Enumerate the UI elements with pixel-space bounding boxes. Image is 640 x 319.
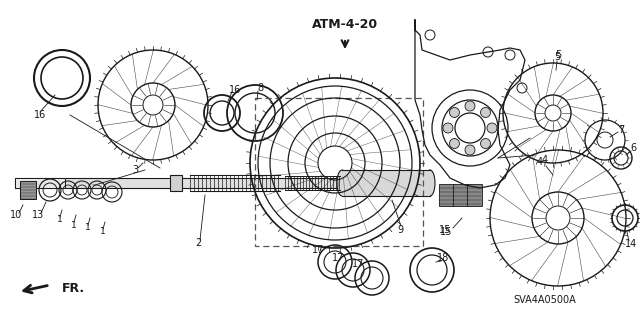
- Text: 4: 4: [537, 157, 543, 167]
- Bar: [453, 184, 468, 206]
- Text: 17: 17: [312, 245, 324, 255]
- Text: 17: 17: [332, 253, 344, 263]
- Text: FR.: FR.: [62, 281, 85, 294]
- Circle shape: [481, 108, 490, 117]
- Circle shape: [481, 138, 490, 149]
- Text: 3: 3: [132, 165, 138, 175]
- Bar: [255, 98, 423, 246]
- Text: 13: 13: [32, 210, 44, 220]
- Bar: [342, 170, 430, 196]
- Text: 8: 8: [257, 83, 263, 93]
- Text: 5: 5: [555, 50, 561, 60]
- Text: 9: 9: [397, 225, 403, 235]
- Text: 10: 10: [10, 210, 22, 220]
- Text: 2: 2: [195, 238, 201, 248]
- Text: 1: 1: [85, 224, 91, 233]
- Text: 4: 4: [542, 155, 548, 165]
- Ellipse shape: [425, 170, 435, 196]
- Text: 1: 1: [71, 220, 77, 229]
- Text: SVA4A0500A: SVA4A0500A: [514, 295, 577, 305]
- Text: 16: 16: [229, 85, 241, 95]
- Text: 15: 15: [440, 227, 452, 237]
- Bar: [439, 184, 454, 206]
- Circle shape: [449, 138, 460, 149]
- Circle shape: [465, 101, 475, 111]
- Text: 6: 6: [630, 143, 636, 153]
- Text: 1: 1: [57, 216, 63, 225]
- Bar: [15, 178, 65, 188]
- Bar: [20, 181, 36, 199]
- Text: 18: 18: [437, 253, 449, 263]
- Ellipse shape: [337, 170, 347, 196]
- Text: ATM-4-20: ATM-4-20: [312, 19, 378, 32]
- Bar: [170, 175, 182, 191]
- Text: 14: 14: [625, 239, 637, 249]
- Circle shape: [487, 123, 497, 133]
- Bar: [467, 184, 482, 206]
- Text: 5: 5: [554, 52, 560, 62]
- Circle shape: [449, 108, 460, 117]
- Circle shape: [443, 123, 453, 133]
- Text: 17: 17: [352, 259, 364, 269]
- Text: 15: 15: [439, 225, 451, 235]
- Bar: [15, 178, 342, 188]
- Text: 1: 1: [100, 227, 106, 236]
- Text: 7: 7: [618, 125, 624, 135]
- Circle shape: [465, 145, 475, 155]
- Text: 16: 16: [34, 110, 46, 120]
